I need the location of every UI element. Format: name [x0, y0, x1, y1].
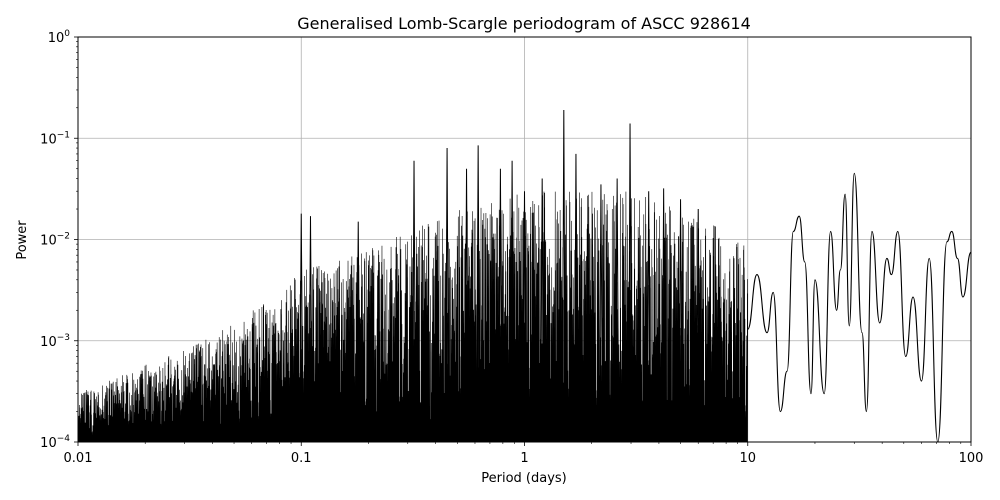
periodogram-peak [678, 199, 683, 383]
x-tick-label: 10 [739, 451, 756, 466]
periodogram-peak [599, 184, 603, 383]
x-tick-label: 1 [520, 451, 528, 466]
periodogram-peak [615, 178, 619, 383]
periodogram-peak [464, 168, 469, 383]
periodogram-peak [696, 209, 700, 383]
periodogram-peak [522, 191, 527, 383]
x-tick-label: 0.01 [64, 451, 93, 466]
y-tick-label: 100 [48, 29, 71, 46]
periodogram-peak [540, 178, 544, 383]
periodogram-peak [562, 110, 566, 383]
periodogram-curve [78, 110, 971, 442]
periodogram-peak [661, 188, 666, 383]
periodogram-peak [628, 123, 632, 383]
chart-title: Generalised Lomb-Scargle periodogram of … [297, 14, 751, 33]
periodogram-peak [498, 168, 503, 383]
periodogram-peak [646, 191, 651, 383]
y-axis: 10−4 10−3 10−2 10−1 100 [40, 29, 78, 451]
periodogram-smooth-segment [747, 172, 971, 442]
x-tick-label: 100 [959, 451, 984, 466]
periodogram-peak [299, 213, 303, 383]
periodogram-peak [308, 216, 313, 383]
periodogram-peak [412, 160, 416, 383]
y-tick-label: 10−3 [40, 333, 70, 350]
y-tick-label: 10−2 [40, 232, 70, 249]
periodogram-peak [574, 153, 578, 383]
y-tick-label: 10−4 [40, 434, 70, 451]
periodogram-peak [445, 148, 449, 383]
x-axis-label: Period (days) [481, 471, 567, 486]
periodogram-peak [356, 221, 360, 383]
y-axis-label: Power [15, 220, 30, 260]
periodogram-peak [476, 145, 480, 383]
periodogram-peak [510, 160, 514, 383]
periodogram-dense-forest [78, 191, 749, 442]
x-axis: 0.01 0.1 1 10 100 [64, 442, 984, 466]
y-tick-label: 10−1 [40, 130, 70, 147]
x-tick-label: 0.1 [291, 451, 312, 466]
